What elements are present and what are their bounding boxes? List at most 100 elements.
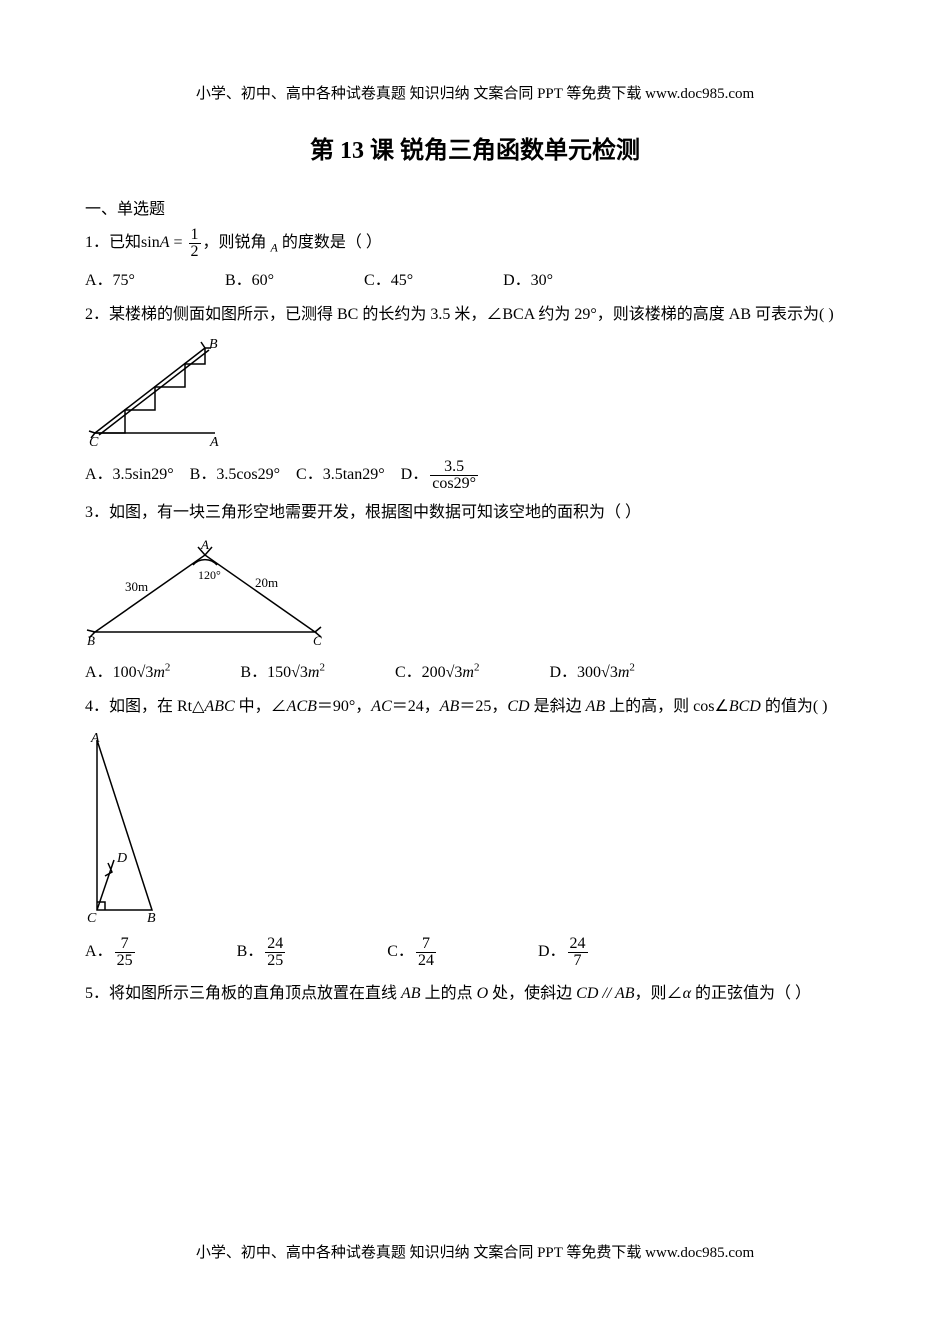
q1-opt-D: D．30° [503, 266, 553, 290]
q4-opt-D-den: 7 [568, 953, 588, 969]
q3-opt-A: A．100√3m2 [85, 658, 170, 682]
q4-ab2: AB [586, 698, 606, 715]
q1-prefix: 1．已知 [85, 234, 141, 251]
q2-opt-A: A．3.5sin29° [85, 467, 174, 484]
q3-opt-A-prefix: A． [85, 664, 113, 681]
page-header: 小学、初中、高中各种试卷真题 知识归纳 文案合同 PPT 等免费下载 www.d… [0, 82, 950, 103]
q1-options: A．75° B．60° C．45° D．30° [85, 266, 865, 290]
q1-sin: sin [141, 234, 160, 251]
q4-opt-D: D．247 [538, 936, 590, 969]
q3-opt-B: B．150√3m2 [240, 658, 325, 682]
question-1: 1．已知sinA = 12，则锐角 A 的度数是（ ） [85, 227, 865, 260]
q1-opt-B: B．60° [225, 266, 274, 290]
q1-frac-num: 1 [189, 227, 201, 244]
q4-opt-C-frac: 724 [416, 936, 436, 969]
q3-opt-C-val: 200√3 [422, 664, 463, 681]
q4-m3: ＝24， [392, 698, 440, 715]
page-title: 第 13 课 锐角三角函数单元检测 [85, 130, 865, 165]
page-footer: 小学、初中、高中各种试卷真题 知识归纳 文案合同 PPT 等免费下载 www.d… [0, 1241, 950, 1262]
q4-opt-B-frac: 2425 [265, 936, 285, 969]
question-4: 4．如图，在 Rt△ABC 中，∠ACB＝90°，AC＝24，AB＝25，CD … [85, 692, 865, 722]
q2-figure: C A B [85, 338, 865, 453]
q4-label-A: A [90, 731, 100, 746]
q2-opt-D-frac: 3.5cos29° [430, 459, 478, 492]
q4-label-D: D [116, 851, 127, 866]
q4-opt-C-prefix: C． [387, 943, 414, 960]
q4-opt-A-frac: 725 [115, 936, 135, 969]
q3-opt-C-prefix: C． [395, 664, 422, 681]
q5-ab2: AB [615, 985, 635, 1002]
q4-opt-A-den: 25 [115, 953, 135, 969]
q4-cd: CD [507, 698, 529, 715]
q5-alpha: α [683, 985, 691, 1002]
q3-side-left: 30m [125, 579, 148, 594]
q4-opt-D-num: 24 [568, 936, 588, 953]
q4-m1: 中，∠ [235, 698, 287, 715]
q4-ang: ACB [287, 698, 317, 715]
q3-options: A．100√3m2 B．150√3m2 C．200√3m2 D．300√3m2 [85, 658, 865, 682]
q4-tri: ABC [204, 698, 234, 715]
q1-frac-den: 2 [189, 244, 201, 260]
q5-ab: AB [401, 985, 421, 1002]
q3-label-C: C [313, 633, 322, 647]
q3-opt-D-sq: 2 [629, 661, 635, 673]
q3-opt-A-sq: 2 [165, 661, 171, 673]
q3-figure: A B C 120° 30m 20m [85, 537, 865, 652]
q4-opt-A-num: 7 [115, 936, 135, 953]
q4-label-C: C [87, 911, 97, 925]
q4-label-B: B [147, 911, 156, 925]
q4-ac: AC [371, 698, 391, 715]
q4-opt-B-prefix: B． [237, 943, 264, 960]
q5-m2: 处，使斜边 [488, 985, 576, 1002]
q4-opt-C-den: 24 [416, 953, 436, 969]
q4-m2: ＝90°， [317, 698, 371, 715]
page-content: 第 13 课 锐角三角函数单元检测 一、单选题 1．已知sinA = 12，则锐… [0, 0, 950, 1076]
q5-end: 的正弦值为（ ） [691, 985, 811, 1002]
q1-opt-C: C．45° [364, 266, 413, 290]
q4-bcd: BCD [729, 698, 761, 715]
q4-options: A．725 B．2425 C．724 D．247 [85, 936, 865, 969]
q4-opt-D-prefix: D． [538, 943, 566, 960]
q5-m3: ，则∠ [635, 985, 683, 1002]
q4-end: 的值为( ) [761, 698, 828, 715]
question-2: 2．某楼梯的侧面如图所示，已测得 BC 的长约为 3.5 米，∠BCA 约为 2… [85, 300, 865, 330]
q3-label-A: A [200, 537, 209, 552]
q3-opt-D-unit: m [618, 664, 630, 681]
section-heading: 一、单选题 [85, 195, 865, 219]
q4-opt-C-num: 7 [416, 936, 436, 953]
q3-opt-B-val: 150√3 [267, 664, 308, 681]
q2-options: A．3.5sin29° B．3.5cos29° C．3.5tan29° D．3.… [85, 459, 865, 492]
q1-var-A2: A [271, 240, 278, 254]
q5-p1: 5．将如图所示三角板的直角顶点放置在直线 [85, 985, 401, 1002]
q4-m6: 上的高，则 cos∠ [605, 698, 729, 715]
q3-opt-D-val: 300√3 [577, 664, 618, 681]
q3-opt-C: C．200√3m2 [395, 658, 480, 682]
q4-opt-C: C．724 [387, 936, 438, 969]
q4-opt-B-num: 24 [265, 936, 285, 953]
q5-par: // [598, 985, 615, 1002]
q5-cd: CD [576, 985, 598, 1002]
q1-opt-A: A．75° [85, 266, 135, 290]
q3-opt-C-sq: 2 [474, 661, 480, 673]
q2-label-C: C [89, 435, 99, 448]
q3-opt-B-sq: 2 [319, 661, 325, 673]
q4-opt-B: B．2425 [237, 936, 288, 969]
q2-opt-D-num: 3.5 [430, 459, 478, 476]
q4-figure: A C B D [85, 730, 865, 930]
q3-opt-B-prefix: B． [240, 664, 267, 681]
q3-label-B: B [87, 633, 95, 647]
q1-suffix: 的度数是（ ） [278, 234, 382, 251]
q3-opt-C-unit: m [462, 664, 474, 681]
q1-mid: ，则锐角 [203, 234, 271, 251]
q5-m1: 上的点 [421, 985, 477, 1002]
q4-ab: AB [440, 698, 460, 715]
q4-m5: 是斜边 [530, 698, 586, 715]
q3-opt-D-prefix: D． [549, 664, 577, 681]
q2-opt-C: C．3.5tan29° [296, 467, 385, 484]
q3-side-right: 20m [255, 575, 278, 590]
q4-p1: 4．如图，在 Rt△ [85, 698, 204, 715]
q2-label-B: B [209, 338, 218, 352]
q3-opt-D: D．300√3m2 [549, 658, 634, 682]
q4-m4: ＝25， [459, 698, 507, 715]
q2-opt-B: B．3.5cos29° [190, 467, 280, 484]
